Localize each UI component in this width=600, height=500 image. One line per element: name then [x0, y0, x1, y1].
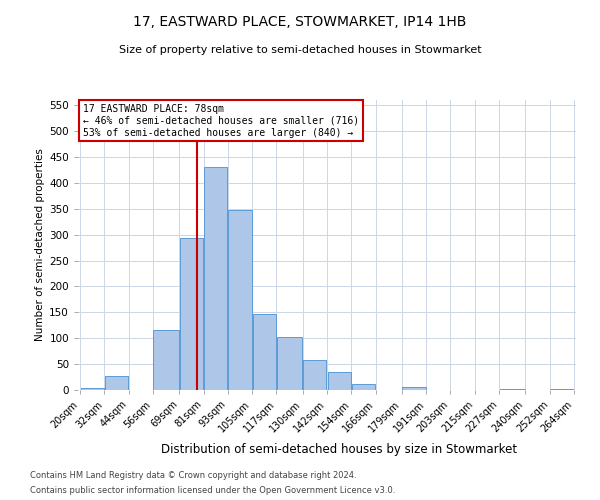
Bar: [328, 372, 351, 390]
Text: Distribution of semi-detached houses by size in Stowmarket: Distribution of semi-detached houses by …: [161, 442, 517, 456]
Bar: [204, 168, 227, 390]
Bar: [154, 330, 179, 390]
Bar: [253, 314, 276, 390]
Bar: [180, 238, 203, 390]
Bar: [352, 384, 375, 390]
Bar: [80, 388, 104, 390]
Bar: [277, 336, 302, 390]
Text: 17 EASTWARD PLACE: 78sqm
← 46% of semi-detached houses are smaller (716)
53% of : 17 EASTWARD PLACE: 78sqm ← 46% of semi-d…: [83, 104, 359, 138]
Bar: [403, 388, 425, 390]
Text: Contains public sector information licensed under the Open Government Licence v3: Contains public sector information licen…: [30, 486, 395, 495]
Text: 17, EASTWARD PLACE, STOWMARKET, IP14 1HB: 17, EASTWARD PLACE, STOWMARKET, IP14 1HB: [133, 15, 467, 29]
Bar: [105, 376, 128, 390]
Bar: [303, 360, 326, 390]
Text: Contains HM Land Registry data © Crown copyright and database right 2024.: Contains HM Land Registry data © Crown c…: [30, 471, 356, 480]
Bar: [500, 389, 525, 390]
Bar: [229, 210, 251, 390]
Y-axis label: Number of semi-detached properties: Number of semi-detached properties: [35, 148, 45, 342]
Text: Size of property relative to semi-detached houses in Stowmarket: Size of property relative to semi-detach…: [119, 45, 481, 55]
Bar: [550, 389, 574, 390]
